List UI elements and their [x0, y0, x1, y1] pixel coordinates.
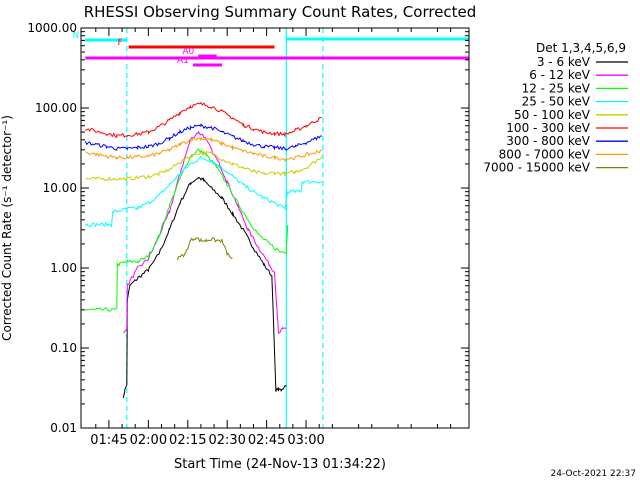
x-tick-label-2: 02:15	[169, 433, 206, 448]
series-line-4	[85, 149, 323, 182]
flag-label-0: N	[73, 31, 80, 41]
series-line-3	[84, 154, 322, 228]
y-tick-label-5: 1000.00	[27, 21, 77, 35]
y-tick-label-1: 0.10	[50, 341, 77, 355]
x-tick-label-4: 02:45	[248, 433, 285, 448]
y-axis-label: Corrected Count Rate (s⁻¹ detector⁻¹)	[0, 115, 14, 341]
x-tick-label-3: 02:30	[208, 433, 245, 448]
legend-entry-label-7: 800 - 7000 keV	[499, 147, 591, 161]
series-line-2	[85, 148, 289, 312]
x-tick-label-5: 03:00	[287, 433, 324, 448]
legend-entry-label-3: 25 - 50 keV	[522, 95, 591, 109]
plot-frame	[80, 27, 470, 429]
series-line-7	[85, 136, 323, 163]
chart-title: RHESSI Observing Summary Count Rates, Co…	[84, 3, 477, 21]
x-tick-label-0: 01:45	[90, 433, 127, 448]
series-line-5	[85, 101, 322, 138]
flag-label-5: A1	[177, 56, 189, 66]
series-line-0	[122, 176, 287, 399]
series-line-1	[123, 131, 287, 334]
series-line-6	[84, 123, 322, 151]
x-tick-label-1: 02:00	[130, 433, 167, 448]
y-tick-label-3: 10.00	[43, 181, 77, 195]
series-line-8	[176, 237, 233, 261]
legend-entry-label-0: 3 - 6 keV	[537, 55, 591, 69]
legend-title: Det 1,3,4,5,6,9	[536, 41, 626, 55]
legend-entry-label-1: 6 - 12 keV	[529, 68, 591, 82]
timestamp: 24-Oct-2021 22:37	[551, 469, 636, 479]
y-tick-label-4: 100.00	[35, 101, 77, 115]
legend-entry-label-2: 12 - 25 keV	[522, 81, 591, 95]
legend-entry-label-8: 7000 - 15000 keV	[483, 161, 590, 175]
y-tick-label-0: 0.01	[50, 421, 77, 435]
x-axis-label: Start Time (24-Nov-13 01:34:22)	[174, 457, 386, 472]
flag-label-4: A0	[182, 47, 194, 57]
legend-entry-label-5: 100 - 300 keV	[506, 121, 590, 135]
y-tick-label-2: 1.00	[50, 261, 77, 275]
legend-entry-label-4: 50 - 100 keV	[514, 108, 591, 122]
legend-entry-label-6: 300 - 800 keV	[506, 134, 590, 148]
flag-label-2: F	[117, 38, 122, 48]
